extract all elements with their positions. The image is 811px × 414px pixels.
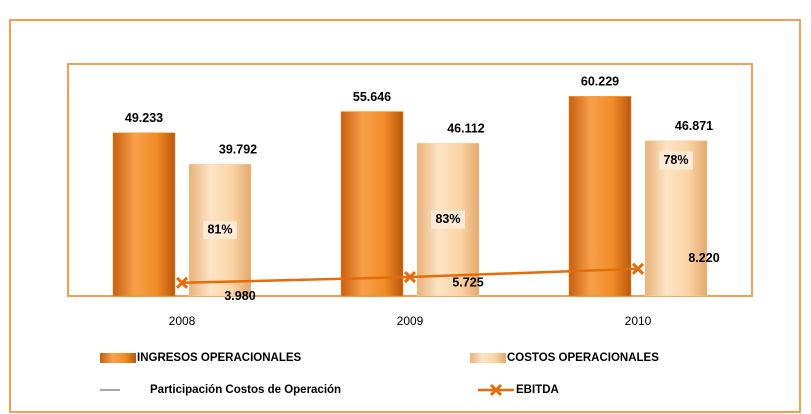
bar [340,111,404,297]
legend-label: EBITDA [516,384,559,396]
data-label: 83% [435,212,460,226]
legend-label: Participación Costos de Operación [150,384,341,396]
bar [112,132,176,297]
legend-label: INGRESOS OPERACIONALES [137,352,302,364]
x-tick-label: 2010 [625,314,652,328]
marker [403,270,417,284]
label-box [431,210,465,229]
marker [631,262,645,275]
data-label: 78% [663,153,688,167]
legend-marker [489,383,503,397]
legend-label: COSTOS OPERACIONALES [507,352,659,364]
data-label: 55.646 [353,90,391,104]
legend-swatch [100,353,136,363]
x-tick-label: 2009 [397,314,424,328]
data-label: 5.725 [452,275,483,289]
data-label: 3.980 [224,289,255,303]
data-label: 60.229 [581,75,619,89]
data-label: 46.112 [447,121,485,135]
plot-frame [67,63,753,297]
data-label: 39.792 [219,142,257,156]
bar [568,96,632,297]
data-label: 8.220 [688,251,719,265]
label-box [659,151,693,170]
x-tick-label: 2008 [169,314,196,328]
legend-swatch [470,353,506,363]
label-box [203,221,237,240]
data-label: 46.871 [675,119,713,133]
data-label: 49.233 [125,111,163,125]
marker [175,276,189,289]
data-label: 81% [207,222,232,236]
